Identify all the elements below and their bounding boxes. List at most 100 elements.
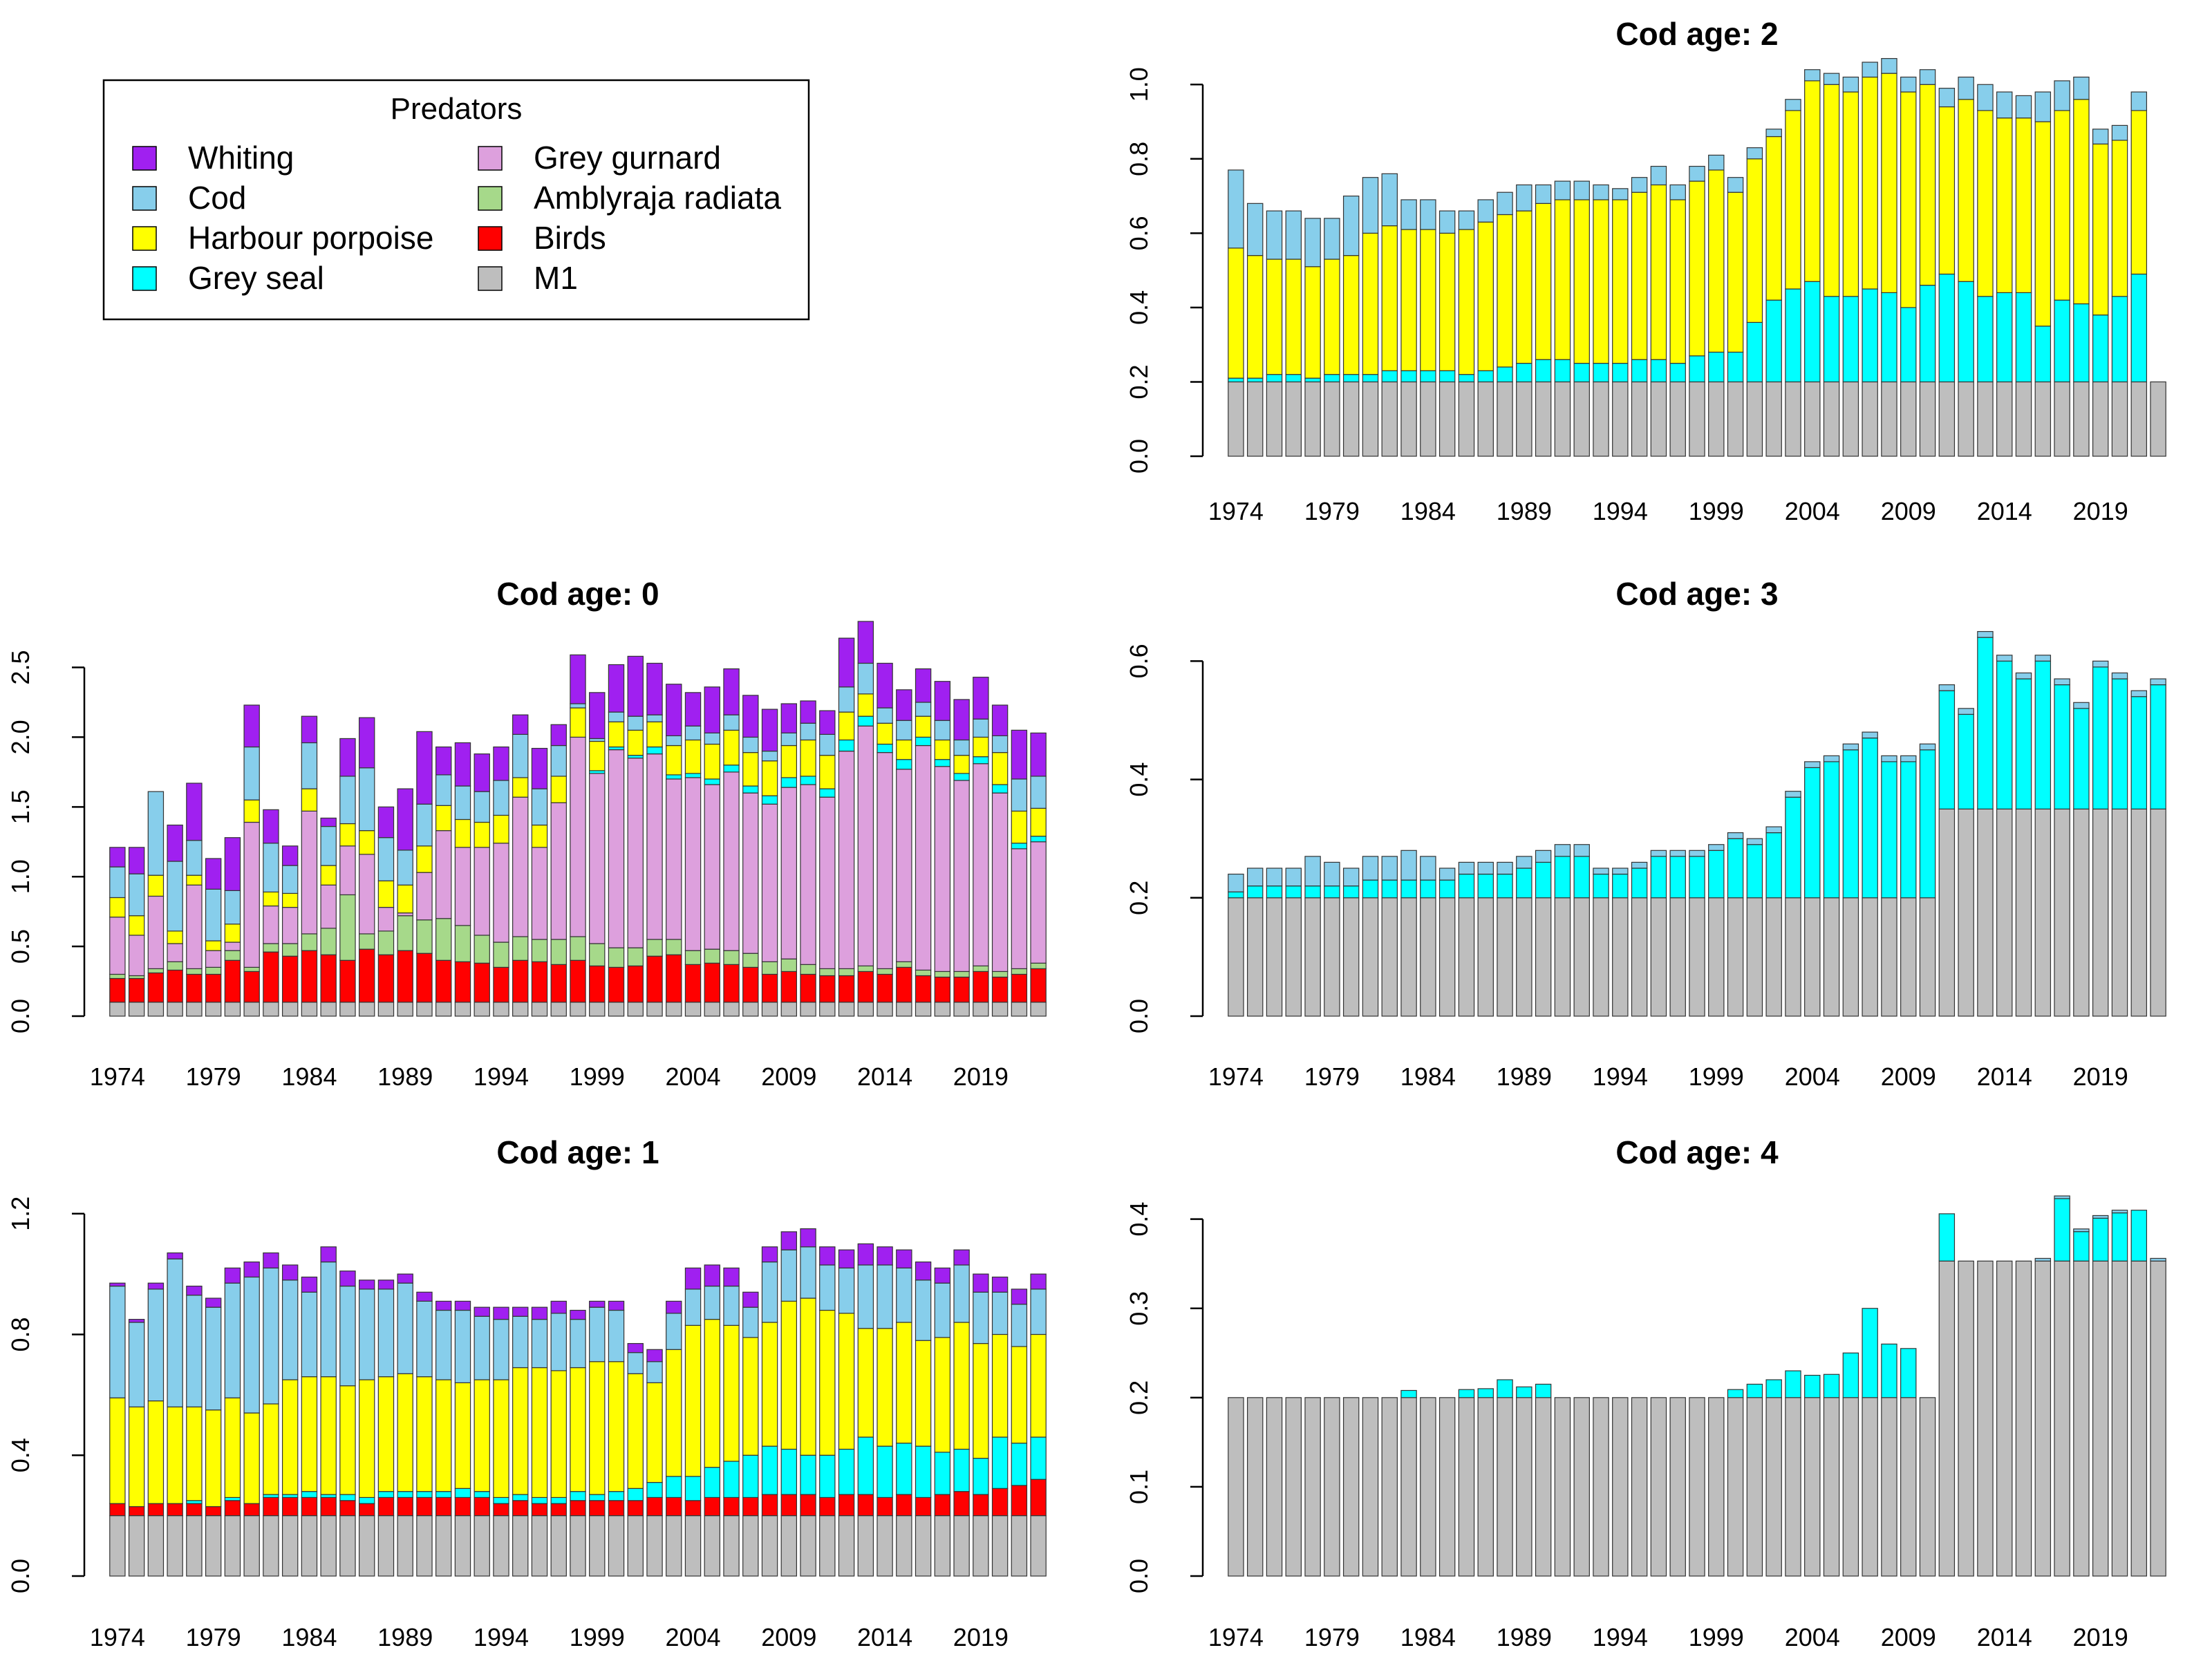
bar-segment-grey-seal: [454, 1488, 471, 1498]
bar-segment-cod: [1785, 99, 1801, 111]
bar-segment-grey-gurnard: [742, 792, 759, 954]
bar-segment-grey-gurnard: [877, 752, 893, 969]
bar-segment-m1: [1381, 381, 1398, 457]
bar-segment-grey-seal: [1266, 885, 1283, 899]
panel-title: Cod age: 1: [496, 1134, 659, 1170]
bar-segment-cod: [377, 837, 395, 881]
bar-segment-grey-seal: [1342, 885, 1360, 899]
x-tick-label: 1999: [1689, 1062, 1744, 1091]
y-tick-label: 0.2: [1125, 1380, 1153, 1415]
bar-segment-grey-seal: [627, 755, 644, 759]
bar-segment-cod: [167, 861, 183, 932]
bar-segment-cod: [416, 1300, 433, 1378]
bar-segment-grey-gurnard: [761, 803, 778, 962]
legend-entries: Whiting Cod Harbour porpoise Grey seal Grey …: [132, 140, 781, 296]
y-tick-label: 0.0: [6, 1559, 35, 1593]
bar-segment-m1: [1650, 381, 1667, 457]
bar-segment-birds: [377, 1497, 395, 1517]
bar-segment-cod: [589, 738, 606, 742]
bar-segment-amblyraja-radiata: [819, 968, 836, 977]
bar-segment-birds: [186, 1503, 203, 1517]
bar-segment-m1: [1400, 1397, 1417, 1577]
bar-segment-grey-gurnard: [109, 917, 126, 975]
bar-segment-grey-seal: [1573, 362, 1590, 383]
bar-segment-m1: [742, 1002, 759, 1017]
bar-segment-birds: [646, 955, 663, 1003]
bar-segment-harbour-porpoise: [627, 1373, 644, 1489]
bar-segment-cod: [819, 1264, 836, 1311]
bar-segment-grey-seal: [1823, 296, 1840, 383]
bar-segment-grey-seal: [474, 1491, 490, 1499]
bar-segment-cod: [1304, 218, 1321, 268]
bar-segment-m1: [1593, 1397, 1609, 1577]
bar-segment-birds: [704, 1497, 720, 1517]
bar-segment-grey-seal: [704, 1467, 720, 1499]
bar-segment-cod: [339, 1285, 356, 1387]
x-tick-label: 1999: [570, 1062, 625, 1091]
bar-segment-birds: [570, 1500, 586, 1517]
bar-segment-grey-seal: [1900, 307, 1917, 383]
bar-segment-grey-seal: [1842, 749, 1859, 899]
bar-segment-birds: [205, 973, 222, 1003]
bar-segment-amblyraja-radiata: [704, 948, 720, 964]
bar-segment-m1: [454, 1002, 471, 1017]
x-tick-label: 2004: [1785, 1623, 1840, 1651]
bar-segment-whiting: [109, 1282, 126, 1287]
bar-segment-amblyraja-radiata: [397, 915, 413, 951]
bar-segment-harbour-porpoise: [512, 1367, 529, 1495]
bar-segment-grey-seal: [684, 773, 702, 778]
bar-segment-cod: [1593, 868, 1609, 875]
bar-segment-whiting: [761, 1246, 778, 1263]
bar-segment-harbour-porpoise: [1746, 158, 1763, 324]
bar-segment-m1: [1438, 897, 1456, 1017]
bar-segment-grey-gurnard: [377, 907, 395, 932]
bar-segment-birds: [608, 1500, 625, 1517]
bar-segment-grey-seal: [1516, 868, 1533, 899]
bar-segment-harbour-porpoise: [1573, 199, 1590, 364]
bar-segment-whiting: [896, 689, 912, 721]
bar-segment-amblyraja-radiata: [877, 968, 893, 975]
bar-segment-grey-seal: [896, 759, 912, 770]
bar-segment-harbour-porpoise: [1497, 214, 1513, 368]
bar-segment-m1: [339, 1515, 356, 1577]
bar-segment-m1: [1708, 1397, 1725, 1577]
bar-segment-grey-gurnard: [281, 907, 299, 944]
bar-segment-m1: [1727, 1397, 1744, 1577]
bar-segment-birds: [723, 964, 740, 1003]
bar-segment-cod: [320, 825, 337, 866]
bar-segment-amblyraja-radiata: [493, 941, 509, 968]
bar-segment-m1: [1516, 1397, 1533, 1577]
bar-segment-grey-seal: [1011, 1443, 1028, 1486]
bar-segment-grey-seal: [1497, 873, 1513, 899]
bar-segment-m1: [1554, 897, 1571, 1017]
bar-segment-grey-seal: [397, 1491, 413, 1499]
bar-segment-grey-seal: [704, 778, 720, 785]
bar-segment-m1: [2054, 1260, 2070, 1577]
bar-segment-cod: [1958, 708, 1974, 715]
y-tick-label: 0.4: [1125, 1202, 1153, 1237]
bar-segment-birds: [723, 1497, 740, 1517]
y-tick-label: 1.0: [1125, 67, 1153, 102]
x-tick-label: 2009: [1881, 1623, 1936, 1651]
bar-segment-whiting: [896, 1249, 912, 1268]
bar-segment-birds: [416, 1497, 433, 1517]
bar-segment-grey-seal: [263, 1494, 279, 1498]
bar-segment-cod: [474, 1315, 490, 1380]
bar-segment-m1: [2150, 1260, 2166, 1577]
bar-segment-grey-seal: [896, 1443, 912, 1495]
bar-segment-birds: [416, 953, 433, 1003]
bar-segment-harbour-porpoise: [147, 1400, 165, 1504]
bar-segment-m1: [723, 1002, 740, 1017]
bar-segment-m1: [377, 1515, 395, 1577]
bar-segment-whiting: [147, 1282, 165, 1290]
bar-segment-cod: [1900, 76, 1917, 93]
bar-segment-m1: [224, 1002, 241, 1017]
bar-segment-harbour-porpoise: [301, 1376, 318, 1492]
bar-segment-grey-seal: [608, 1491, 625, 1501]
bar-segment-whiting: [780, 703, 798, 733]
bar-segment-harbour-porpoise: [109, 1397, 126, 1504]
bar-segment-m1: [589, 1002, 606, 1017]
bar-segment-m1: [358, 1002, 375, 1017]
bar-segment-m1: [1804, 381, 1821, 457]
x-tick-label: 1994: [474, 1062, 529, 1091]
